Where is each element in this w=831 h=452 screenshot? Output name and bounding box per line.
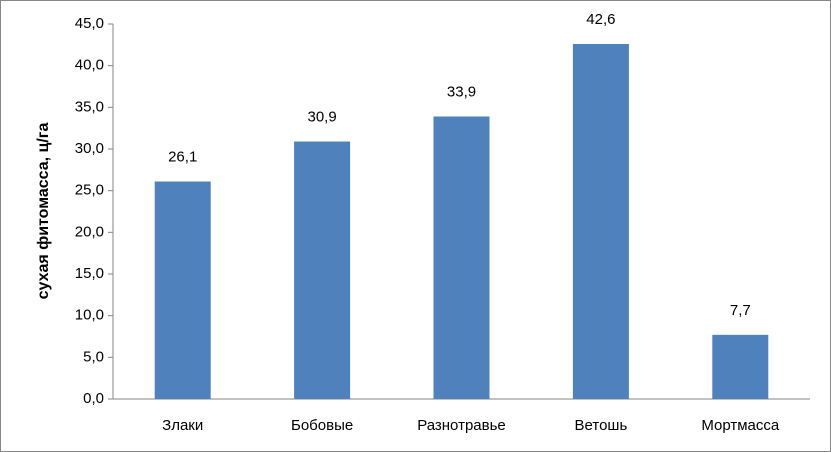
y-tick-label: 0,0 <box>83 390 104 407</box>
y-axis-title: сухая фитомасса, ц/га <box>35 123 52 300</box>
x-tick-label: Ветошь <box>575 417 628 434</box>
x-tick-label: Мортмасса <box>701 417 780 434</box>
value-label: 42,6 <box>586 11 615 28</box>
y-tick-label: 10,0 <box>75 307 104 324</box>
y-tick-label: 5,0 <box>83 348 104 365</box>
bar <box>294 141 351 399</box>
bar <box>712 334 769 399</box>
y-tick-label: 45,0 <box>75 15 104 32</box>
y-tick-label: 40,0 <box>75 57 104 74</box>
y-tick-label: 20,0 <box>75 223 104 240</box>
value-label: 33,9 <box>447 83 476 100</box>
x-tick-label: Разнотравье <box>417 417 506 434</box>
x-tick-label: Бобовые <box>291 417 353 434</box>
value-label: 7,7 <box>730 302 751 319</box>
y-tick-label: 30,0 <box>75 140 104 157</box>
value-label: 30,9 <box>307 108 336 125</box>
bar <box>154 181 211 399</box>
y-tick-label: 15,0 <box>75 265 104 282</box>
y-tick-label: 25,0 <box>75 182 104 199</box>
x-tick-label: Злаки <box>162 417 203 434</box>
bar <box>572 44 629 399</box>
bar <box>433 116 490 399</box>
value-label: 26,1 <box>168 148 197 165</box>
y-tick-label: 35,0 <box>75 98 104 115</box>
